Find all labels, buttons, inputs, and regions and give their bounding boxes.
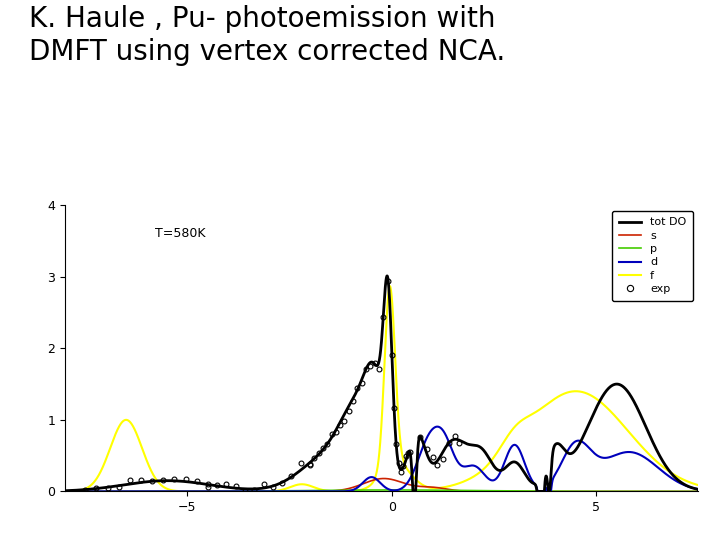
Legend: tot DO, s, p, d, f, exp: tot DO, s, p, d, f, exp bbox=[612, 211, 693, 301]
Text: K. Haule , Pu- photoemission with
DMFT using vertex corrected NCA.: K. Haule , Pu- photoemission with DMFT u… bbox=[29, 5, 505, 66]
Text: T=580K: T=580K bbox=[155, 227, 205, 240]
